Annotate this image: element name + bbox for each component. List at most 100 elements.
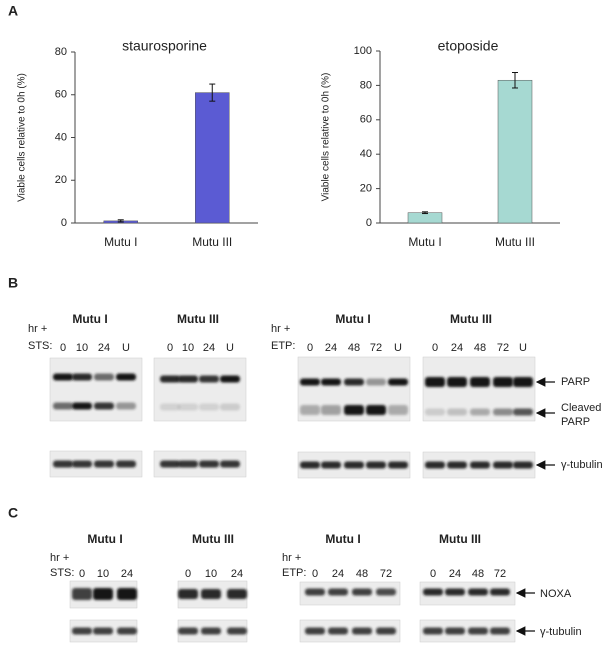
band — [178, 460, 198, 468]
x-tick-label: Mutu I — [408, 235, 441, 249]
band — [227, 589, 247, 599]
x-tick-label: Mutu III — [495, 235, 535, 249]
lane-label: 10 — [182, 342, 194, 354]
lane-label: 0 — [60, 342, 66, 354]
band — [447, 408, 467, 416]
lane-label: 24 — [325, 342, 337, 354]
blot-header: Mutu III — [439, 532, 481, 546]
lane-label: 24 — [203, 342, 215, 354]
lane-label: 24 — [332, 568, 344, 580]
y-tick-label: 80 — [55, 46, 67, 58]
y-tick-label: 60 — [360, 114, 372, 126]
panel-label: B — [8, 275, 18, 291]
band — [72, 402, 92, 410]
marker-label: PARP — [561, 416, 590, 428]
band — [490, 627, 510, 635]
band — [366, 461, 386, 469]
band — [328, 627, 348, 635]
y-tick-label: 0 — [61, 217, 67, 229]
band — [376, 588, 396, 596]
band — [300, 405, 320, 415]
band — [220, 375, 240, 383]
lane-label: U — [122, 342, 130, 354]
y-axis-label: Viable cells relative to 0h (%) — [17, 73, 28, 202]
bar — [497, 79, 533, 224]
marker-label: γ-tubulin — [561, 459, 603, 471]
lane-label: 72 — [494, 568, 506, 580]
band — [344, 461, 364, 469]
lane-label: 48 — [472, 568, 484, 580]
lane-label: 0 — [430, 568, 436, 580]
band — [388, 378, 408, 386]
band — [72, 460, 92, 468]
marker-label: Cleaved — [561, 402, 601, 414]
band — [425, 408, 445, 416]
band — [72, 627, 92, 635]
y-tick-label: 40 — [360, 148, 372, 160]
row-label: hr + — [28, 323, 47, 335]
lane-label: 0 — [312, 568, 318, 580]
blot-header: Mutu I — [335, 312, 370, 326]
band — [117, 588, 137, 600]
lane-label: 0 — [185, 568, 191, 580]
band — [160, 375, 180, 383]
row-label: hr + — [50, 552, 69, 564]
lane-label: 72 — [380, 568, 392, 580]
band — [344, 378, 364, 386]
lane-label: 72 — [497, 342, 509, 354]
band — [366, 405, 386, 415]
row-label: ETP: — [282, 567, 306, 579]
band — [305, 627, 325, 635]
band — [423, 627, 443, 635]
chart-title: etoposide — [438, 38, 499, 54]
x-tick-label: Mutu I — [104, 235, 137, 249]
band — [425, 461, 445, 469]
band — [178, 403, 198, 411]
band — [352, 588, 372, 596]
band — [445, 588, 465, 596]
band — [53, 402, 73, 410]
lane-label: 24 — [449, 568, 461, 580]
blot-header: Mutu III — [177, 312, 219, 326]
band — [470, 377, 490, 387]
y-tick-label: 100 — [354, 45, 372, 57]
row-label: STS: — [28, 340, 52, 352]
lane-label: 0 — [432, 342, 438, 354]
band — [72, 588, 92, 600]
blot-header: Mutu III — [450, 312, 492, 326]
band — [72, 373, 92, 381]
bar — [195, 92, 230, 224]
band — [305, 588, 325, 596]
y-tick-label: 20 — [55, 174, 67, 186]
band — [321, 405, 341, 415]
band — [94, 460, 114, 468]
lane-label: U — [226, 342, 234, 354]
lane-label: U — [519, 342, 527, 354]
marker-label: PARP — [561, 376, 590, 388]
band — [445, 627, 465, 635]
band — [423, 588, 443, 596]
band — [178, 627, 198, 635]
lane-label: 72 — [370, 342, 382, 354]
bar — [407, 212, 443, 224]
row-label: ETP: — [271, 340, 295, 352]
band — [201, 627, 221, 635]
y-axis-label: Viable cells relative to 0h (%) — [321, 73, 332, 202]
band — [447, 377, 467, 387]
band — [220, 460, 240, 468]
band — [53, 373, 73, 381]
lane-label: 10 — [97, 568, 109, 580]
lane-label: 0 — [307, 342, 313, 354]
lane-label: 10 — [205, 568, 217, 580]
blot — [299, 619, 401, 643]
band — [513, 377, 533, 387]
band — [300, 378, 320, 386]
band — [93, 588, 113, 600]
band — [328, 588, 348, 596]
blot — [299, 581, 401, 606]
band — [220, 403, 240, 411]
band — [178, 589, 198, 599]
marker-label: NOXA — [540, 588, 572, 600]
lane-label: 0 — [167, 342, 173, 354]
